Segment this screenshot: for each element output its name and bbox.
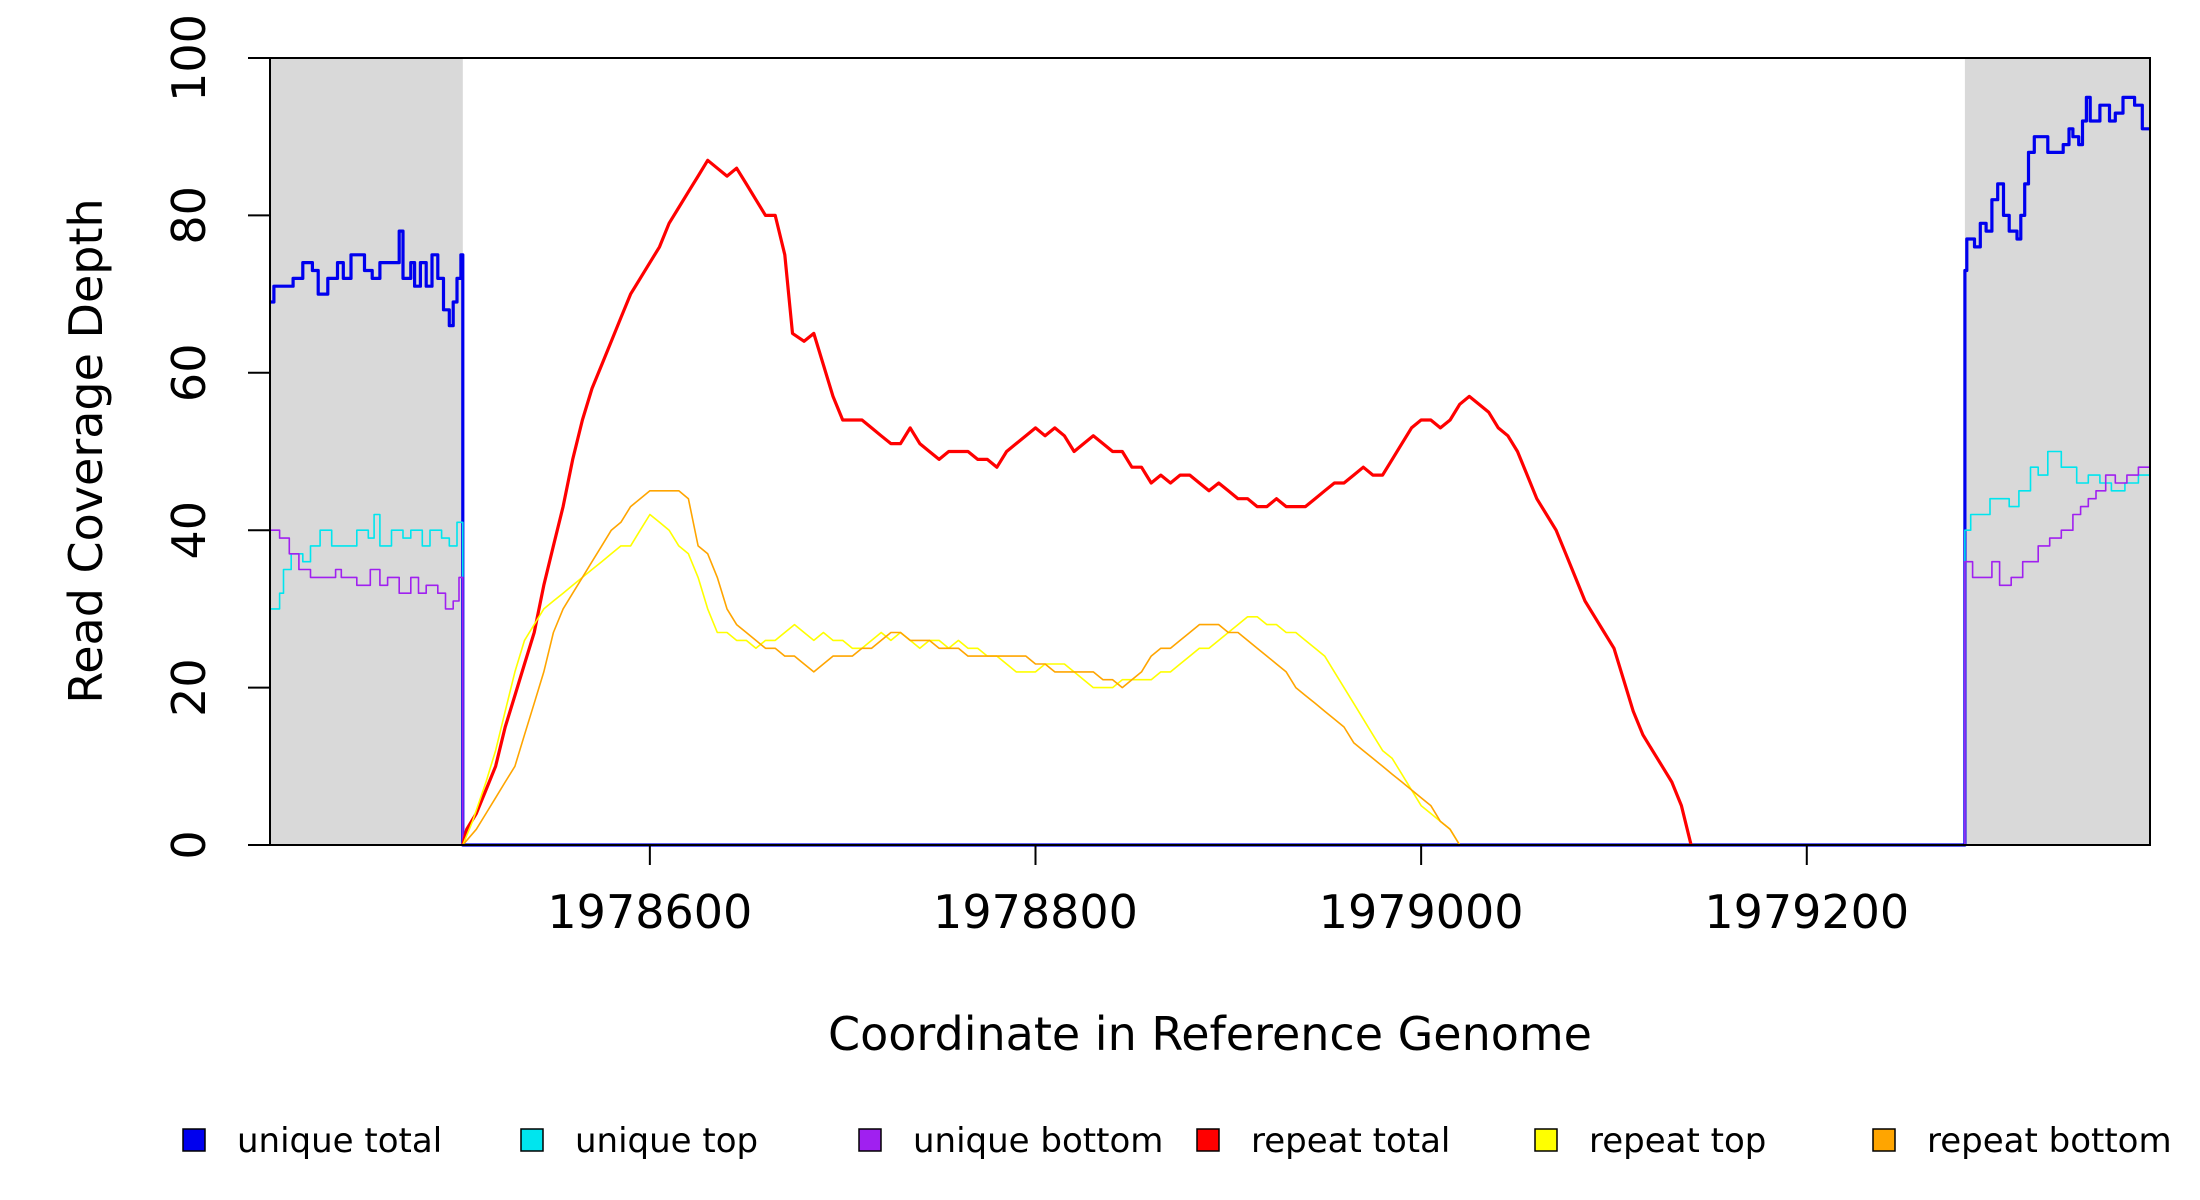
legend-swatch-repeat-total [1196,1128,1220,1152]
y-axis: 0 20 40 60 80 100 [162,14,270,860]
series-repeat-total [461,158,1693,846]
legend-label-repeat-bottom: repeat bottom [1927,1121,2172,1161]
y-tick-label: 20 [162,658,216,717]
legend-label-unique-total: unique total [237,1121,442,1161]
x-tick-label: 1978800 [933,885,1138,939]
series-unique-total [270,95,2150,847]
y-tick-label: 60 [162,344,216,403]
x-tick-label: 1979200 [1704,885,1909,939]
y-axis-title: Read Coverage Depth [59,198,113,703]
x-tick-label: 1978600 [547,885,752,939]
series-unique-top [270,450,2151,846]
series-unique-bottom [270,466,2151,846]
x-tick-label: 1979000 [1319,885,1524,939]
plot-frame [269,57,2151,846]
legend-label-repeat-top: repeat top [1589,1121,1766,1161]
legend: unique total unique top unique bottom repea… [182,1121,2172,1161]
legend-swatch-unique-bottom [858,1128,882,1152]
y-tick-label: 80 [162,186,216,245]
legend-swatch-unique-total [182,1128,206,1152]
legend-swatch-repeat-top [1534,1128,1558,1152]
x-axis-title: Coordinate in Reference Genome [828,1007,1592,1061]
x-axis: 1978600 1978800 1979000 1979200 [547,845,1909,939]
shaded-region-1 [270,58,463,845]
y-tick-label: 40 [162,501,216,560]
legend-label-unique-bottom: unique bottom [913,1121,1163,1161]
y-tick-label: 100 [162,14,216,102]
series-repeat-bottom [462,490,1461,846]
shaded-regions [270,58,2150,845]
legend-label-unique-top: unique top [575,1121,758,1161]
y-tick-label: 0 [162,830,216,859]
legend-label-repeat-total: repeat total [1251,1121,1450,1161]
legend-swatch-unique-top [520,1128,544,1152]
legend-swatch-repeat-bottom [1872,1128,1896,1152]
series-lines [270,95,2151,847]
series-repeat-top [462,513,1461,846]
